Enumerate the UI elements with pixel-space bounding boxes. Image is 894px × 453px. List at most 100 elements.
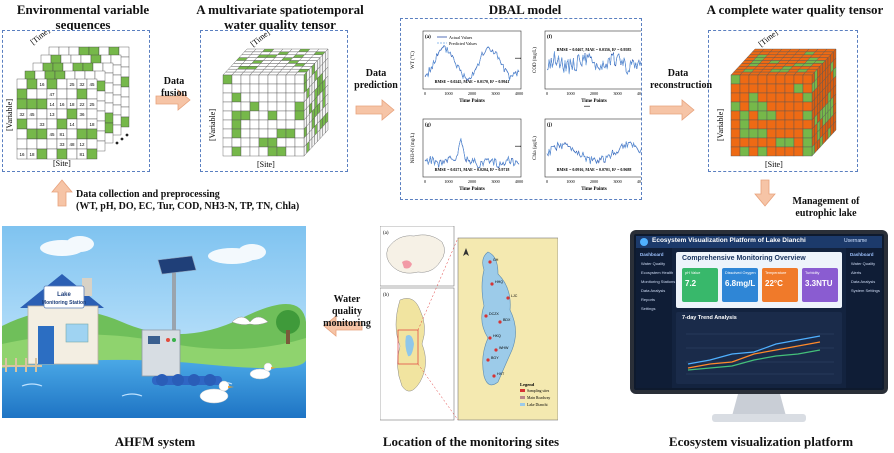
matrix-cell [86, 148, 98, 160]
tensor-front-cell [294, 146, 305, 157]
tensor-box: [Time] [Variable] [Site] [200, 30, 348, 172]
sampling-site [488, 260, 492, 264]
tensor-cube: [Time][Variable][Site] [208, 31, 329, 169]
platform-header: Ecosystem Visualization Platform of Lake… [652, 237, 806, 244]
collection-text: Data collection and preprocessing [76, 189, 220, 200]
dbal-xlabel: Time Points [581, 99, 607, 104]
china-outline [386, 234, 445, 274]
menu-item[interactable]: Monitoring Stations [641, 279, 676, 284]
metric-card[interactable]: Temperature 22°C [762, 268, 798, 302]
matrix-value: 36 [79, 112, 85, 117]
predicted-series [546, 51, 641, 76]
complete-cube: [Time][Variable][Site] [716, 31, 837, 169]
metric-card-value: 22°C [765, 279, 783, 288]
matrix-value: 25 [69, 82, 75, 87]
lake-dianchi [481, 251, 516, 386]
menu-item[interactable]: Water Quality [851, 261, 876, 266]
dbal-xtick: 1000 [566, 91, 574, 96]
metric-card-label: Turbidity [805, 271, 820, 275]
menu-item[interactable]: Water Quality [641, 261, 666, 266]
zoom-line-bottom [417, 363, 459, 421]
platform-screen: Ecosystem Visualization Platform of Lake… [636, 236, 882, 388]
dbal-panel-tag: (f) [547, 35, 552, 40]
complete-side-cell [833, 120, 837, 134]
dbal-panel-ylabel: COD (mg/L) [533, 47, 538, 73]
legend-predicted: Predicted Values [449, 41, 477, 46]
dbal-xtick: 0 [424, 91, 426, 96]
ellipsis-dot [115, 141, 119, 145]
overview-title: Comprehensive Monitoring Overview [682, 255, 806, 262]
menu-item[interactable]: Data Analysis [641, 288, 666, 293]
sampling-site [490, 282, 494, 286]
matrix-value: 13 [49, 112, 55, 117]
trend-title: 7-day Trend Analysis [682, 315, 737, 321]
site-label: GH [493, 258, 499, 262]
matrix-value: 81 [59, 132, 65, 137]
dbal-xtick: 2000 [590, 179, 598, 184]
map-legend-item: Sampling sites [527, 389, 550, 393]
sampling-site [488, 336, 492, 340]
arrow-prediction [355, 99, 395, 121]
site-label: HKQ [493, 334, 501, 338]
menu-item[interactable]: Alerts [851, 270, 862, 275]
matrix-value: 33 [59, 142, 65, 147]
legend-swatch [520, 389, 525, 392]
dbal-xtick: 4000 [515, 91, 523, 96]
dbal-metrics: RMSE = 0.0467, MAE = 0.0356, R² = 0.9585 [557, 47, 632, 52]
metric-card[interactable]: pH Value 7.2 [682, 268, 718, 302]
matrix-value: 18 [29, 152, 35, 157]
platform-header-bar: Ecosystem Visualization Platform of Lake… [636, 236, 882, 248]
menu-item[interactable]: System Settings [851, 288, 880, 293]
platform-user[interactable]: Username [844, 238, 868, 244]
complete-site-label: [Site] [765, 160, 783, 169]
menu-item[interactable]: Settings [641, 306, 656, 311]
dbal-xtick: 4000 [637, 179, 641, 184]
dbal-xtick: 1000 [444, 179, 452, 184]
lake-small [405, 335, 414, 357]
sampling-site [484, 314, 488, 318]
dbal-xtick: 2000 [468, 91, 476, 96]
dbal-panel-tag: (a) [425, 35, 431, 40]
menu-item[interactable]: Data Analysis [851, 279, 876, 284]
left-menu-title: Dashboard [640, 252, 664, 257]
dbal-xtick: 3000 [491, 179, 499, 184]
trend-line-2 [687, 335, 821, 365]
trend-line-1 [687, 341, 821, 369]
map-tag-a: (a) [383, 231, 389, 236]
sampling-site [494, 348, 498, 352]
matrix-value: 12 [79, 142, 85, 147]
metric-card-value: 3.3NTU [805, 279, 833, 288]
metric-card-label: pH Value [685, 271, 701, 275]
tensor-site-label: [Site] [257, 160, 275, 169]
env-matrix-stack: 16 25 32 45 47 14 16 18 22 25 32 45 13 36 33 14 18 45 81 33… [5, 31, 130, 168]
right-menu-title: Dashboard [850, 252, 874, 257]
metric-card-value: 6.8mg/L [725, 279, 756, 288]
dbal-xtick: 0 [546, 179, 548, 184]
matrix-value: 22 [79, 102, 85, 107]
matrix-value: 47 [49, 92, 55, 97]
matrix-value: 48 [69, 142, 75, 147]
metric-card[interactable]: Dissolved Oxygen 6.8mg/L [722, 268, 758, 302]
dbal-xtick: 4000 [637, 91, 641, 96]
menu-item[interactable]: Reports [641, 297, 656, 302]
matrix-value: 81 [79, 152, 85, 157]
matrix-value: 45 [29, 112, 35, 117]
platform-monitor: Ecosystem Visualization Platform of Lake… [628, 228, 890, 428]
site-label: DCZX [489, 312, 499, 316]
dbal-xtick: 3000 [613, 179, 621, 184]
dbal-panel-frame [422, 118, 522, 178]
station-sign-line1: Lake [57, 292, 71, 298]
matrix-value: 18 [69, 102, 75, 107]
metric-card[interactable]: Turbidity 3.3NTU [802, 268, 838, 302]
collection-vars: (WT, pH, DO, EC, Tur, COD, NH3-N, TP, TN… [76, 201, 300, 212]
dbal-xlabel: Time Points [459, 99, 485, 104]
site-label: LJC [511, 294, 518, 298]
env-site-label: [Site] [53, 159, 71, 168]
map-tag-b: (b) [383, 293, 389, 298]
dbal-title: DBAL model [488, 2, 562, 17]
env-variable-label: [Variable] [5, 99, 14, 131]
menu-item[interactable]: Ecosystem Health [641, 270, 674, 275]
matrix-value: 25 [89, 102, 95, 107]
dbal-ellipsis-bottom: ... [515, 140, 521, 149]
